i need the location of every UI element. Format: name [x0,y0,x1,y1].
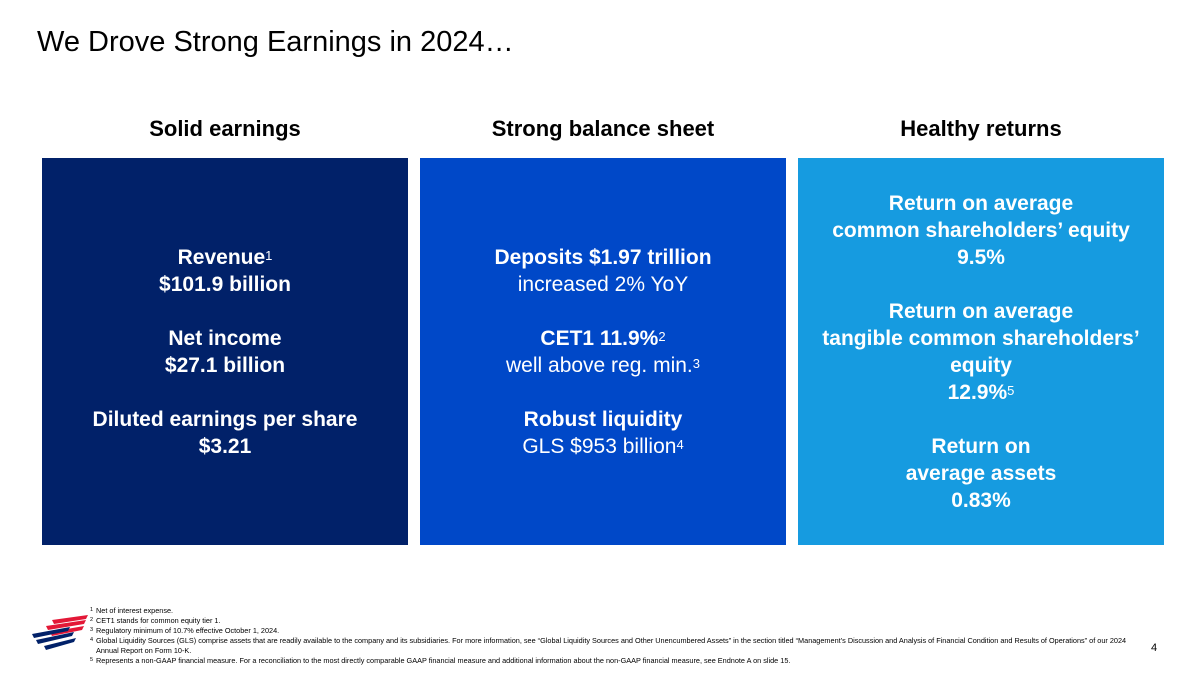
panel-line-text: well above reg. min. [506,353,693,377]
panel-line: 12.9%5 [948,379,1015,406]
footnote-ref: 2 [658,328,666,344]
panel-line: $27.1 billion [165,352,285,379]
panel-line-text: Return on average [888,299,1074,323]
panel-line: Net income [168,325,281,352]
footnotes: 1 Net of interest expense. 2 CET1 stands f… [90,606,1140,666]
column-heading-solid-earnings: Solid earnings [149,116,301,141]
footnote-ref: 3 [692,355,700,371]
panel-line: common shareholders’ equity [832,217,1130,244]
panel-line: Return on [931,433,1030,460]
panel-line-text: Net income [168,326,282,350]
panel-line-text: Return on average [888,191,1074,215]
panel-line: increased 2% YoY [518,271,688,298]
column-heading-healthy-returns: Healthy returns [900,116,1062,141]
panel-line-text: Robust liquidity [523,407,683,431]
panel-line-text: 0.83% [951,488,1011,512]
panel-line-text: Revenue [177,245,266,269]
panel-line: Robust liquidity [524,406,683,433]
panel-line-text: $3.21 [198,434,252,458]
panel-line-text: 12.9% [947,380,1008,404]
panel-line: equity [950,352,1012,379]
panel-line: well above reg. min.3 [506,352,700,379]
page-number: 4 [1151,642,1158,654]
footnote-4: 4 Global Liquidity Sources (GLS) comprise… [90,636,1127,655]
panel-line-text: average assets [905,461,1057,485]
panel-line: 0.83% [951,487,1011,514]
panel-line-text: common shareholders’ equity [832,218,1130,242]
panel-line-text: $101.9 billion [159,272,291,296]
panel-line-text: 9.5% [957,245,1005,269]
panel-line: Revenue1 [178,244,273,271]
footnote-3: 3 Regulatory minimum of 10.7% effective O… [90,626,280,635]
panel-line-text: increased 2% YoY [517,272,689,296]
panel-line-text: Return on [931,434,1031,458]
panel-line-text: $27.1 billion [164,353,286,377]
panel-solid-earnings: Revenue1 $101.9 billion Net income $27.1 bi… [42,158,408,545]
panel-line-text: Diluted earnings per share [92,407,358,431]
panel-line: $3.21 [199,433,252,460]
panel-line-text: GLS $953 billion [522,434,677,458]
panel-line: 9.5% [957,244,1005,271]
footnote-2: 2 CET1 stands for common equity tier 1. [90,616,221,625]
panel-line: Return on average [889,190,1073,217]
footnote-5: 5 Represents a non-GAAP financial measure… [90,656,791,665]
panel-line: CET1 11.9%2 [540,325,665,352]
footnote-ref: 5 [1007,382,1015,398]
panel-line: $101.9 billion [159,271,291,298]
panel-line-text: tangible common shareholders’ [822,326,1140,350]
footnote-ref: 4 [676,436,684,452]
panel-line: average assets [906,460,1057,487]
footnote-ref: 1 [265,247,273,263]
panel-balance-sheet: Deposits $1.97 trillion increased 2% YoY C… [420,158,786,545]
slide-title: We Drove Strong Earnings in 2024… [37,26,514,58]
footnote-1: 1 Net of interest expense. [90,606,174,615]
panel-line-text: equity [950,353,1012,377]
panel-healthy-returns: Return on average common shareholders’ eq… [798,158,1164,545]
panel-line: Diluted earnings per share [93,406,358,433]
panel-line: tangible common shareholders’ [822,325,1139,352]
panel-line-text: Deposits $1.97 trillion [494,245,712,269]
panel-line: Deposits $1.97 trillion [494,244,711,271]
bank-flag-logo-icon [32,615,88,650]
panel-line: GLS $953 billion4 [522,433,683,460]
column-heading-balance-sheet: Strong balance sheet [491,116,715,141]
panel-line-text: CET1 11.9% [540,326,659,350]
panel-line: Return on average [889,298,1073,325]
